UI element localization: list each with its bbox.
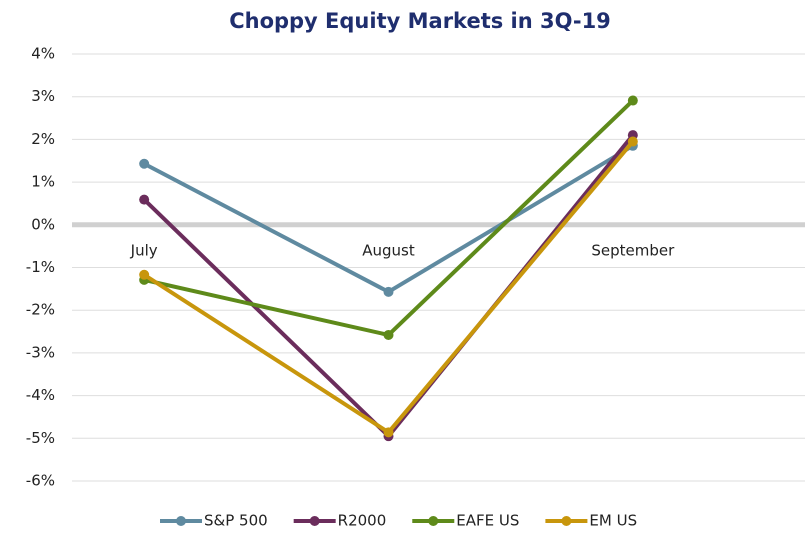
legend-label: EAFE US <box>456 512 519 530</box>
y-tick-label: -6% <box>26 472 55 490</box>
y-tick-label: -5% <box>26 429 55 447</box>
series-line <box>142 133 635 440</box>
x-tick-label: August <box>362 241 415 259</box>
legend-label: S&P 500 <box>204 512 268 530</box>
legend-marker <box>561 516 572 526</box>
y-tick-label: 2% <box>31 130 55 148</box>
series-line <box>143 99 635 338</box>
series-point <box>627 95 638 106</box>
series-point <box>139 194 150 205</box>
series-point <box>139 158 150 169</box>
legend-marker <box>176 516 186 526</box>
y-tick-label: 1% <box>31 173 55 191</box>
series-point <box>383 427 394 438</box>
y-tick-label: -2% <box>26 301 55 319</box>
y-tick-label: 4% <box>31 45 55 63</box>
series-point <box>627 136 638 147</box>
legend-marker <box>428 516 439 526</box>
y-tick-label: 0% <box>31 215 55 233</box>
chart-title: Choppy Equity Markets in 3Q-19 <box>229 9 611 33</box>
y-tick-label: -3% <box>26 343 55 361</box>
legend-label: R2000 <box>338 512 387 530</box>
y-tick-label: -1% <box>26 258 55 276</box>
series-point <box>139 269 150 280</box>
series-point <box>383 286 394 297</box>
y-tick-label: -4% <box>26 386 55 404</box>
legend-marker <box>309 516 320 526</box>
y-tick-label: 3% <box>31 87 55 105</box>
legend-label: EM US <box>589 512 637 530</box>
x-tick-label: September <box>591 241 675 259</box>
series-point <box>383 329 394 340</box>
x-tick-label: July <box>130 241 158 259</box>
